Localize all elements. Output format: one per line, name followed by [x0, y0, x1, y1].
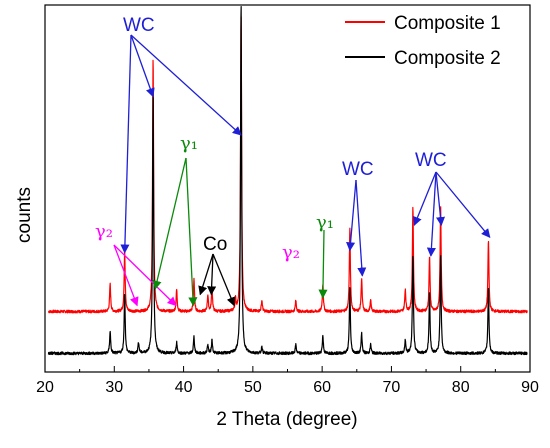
- x-axis-title: 2 Theta (degree): [216, 409, 357, 430]
- annotation-label-co: Co: [203, 234, 227, 255]
- series-line-1: [48, 16, 528, 314]
- annotation-arrow-7-2: [355, 179, 367, 277]
- series-line-2: [47, 5, 528, 356]
- x-tick-label: 40: [175, 379, 193, 396]
- annotation-arrow-8-2: [426, 171, 437, 257]
- x-tick-label: 50: [244, 379, 262, 396]
- y-axis-title: counts: [14, 187, 35, 243]
- annotation-label-gamma2-2: γ₂: [282, 242, 300, 263]
- x-tick-label: 80: [452, 379, 470, 396]
- annotation-label-wc-3: WC: [415, 150, 447, 171]
- x-tick-label: 90: [521, 379, 539, 396]
- x-tick-label: 60: [313, 379, 331, 396]
- annotation-arrow-3-1: [152, 157, 187, 290]
- annotation-label-gamma1-1: γ₁: [180, 133, 198, 154]
- annotation-arrow-8-3: [435, 171, 446, 227]
- annotation-arrow-3-2: [185, 157, 198, 307]
- annotation-arrow-4-1: [198, 253, 214, 296]
- annotation-arrow-2-2: [113, 244, 177, 307]
- annotation-label-wc-1: WC: [123, 15, 155, 36]
- legend-label-composite-1: Composite 1: [394, 13, 501, 34]
- x-tick-label: 70: [383, 379, 401, 396]
- series-1: [48, 16, 528, 314]
- annotation-arrow-6-1: [318, 229, 328, 299]
- annotation-label-gamma2-1: γ₂: [95, 221, 113, 242]
- legend-label-composite-2: Composite 2: [394, 48, 501, 69]
- annotation-label-gamma1-2: γ₁: [316, 212, 334, 233]
- annotation-arrow-1-3: [130, 34, 242, 136]
- x-axis: 20 30 40 50 60 70 80 90 2 Theta (degree): [36, 366, 539, 430]
- series-layer: [47, 5, 528, 356]
- annotation-label-wc-2: WC: [342, 159, 374, 180]
- annotation-arrow-4-3: [212, 253, 236, 307]
- annotation-layer: WC γ₂ γ₁ Co γ₂ γ₁ WC WC: [95, 15, 491, 307]
- legend: Composite 1 Composite 2: [345, 13, 501, 69]
- annotation-arrow-7-1: [346, 179, 357, 252]
- annotation-arrow-8-4: [435, 171, 491, 239]
- annotation-arrow-2-1: [113, 244, 139, 307]
- annotation-arrow-1-2: [130, 34, 155, 98]
- annotation-arrow-1-1: [120, 34, 132, 254]
- annotation-arrow-4-2: [207, 253, 217, 296]
- x-tick-label: 20: [36, 379, 54, 396]
- x-tick-label: 30: [105, 379, 123, 396]
- series-2: [47, 5, 528, 356]
- annotation-arrow-8-1: [413, 171, 437, 227]
